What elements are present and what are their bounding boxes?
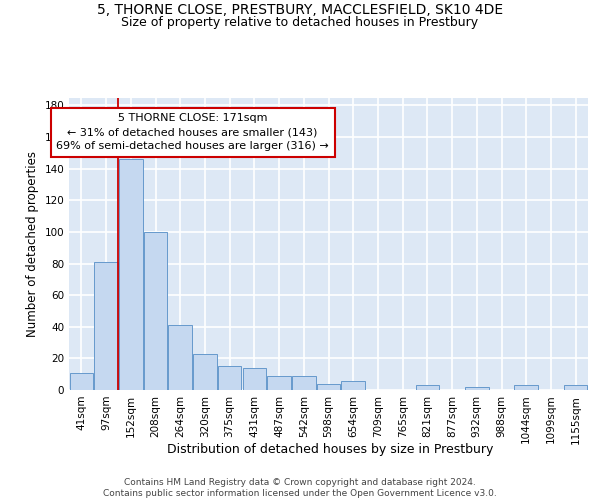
Y-axis label: Number of detached properties: Number of detached properties bbox=[26, 151, 39, 337]
Bar bbox=[242, 368, 266, 390]
Bar bbox=[70, 372, 93, 390]
Text: Size of property relative to detached houses in Prestbury: Size of property relative to detached ho… bbox=[121, 16, 479, 29]
Bar bbox=[119, 159, 143, 390]
Bar bbox=[416, 386, 439, 390]
Bar bbox=[564, 386, 587, 390]
Text: Contains HM Land Registry data © Crown copyright and database right 2024.
Contai: Contains HM Land Registry data © Crown c… bbox=[103, 478, 497, 498]
Text: 5, THORNE CLOSE, PRESTBURY, MACCLESFIELD, SK10 4DE: 5, THORNE CLOSE, PRESTBURY, MACCLESFIELD… bbox=[97, 2, 503, 16]
Bar bbox=[341, 380, 365, 390]
Bar bbox=[514, 386, 538, 390]
Bar bbox=[169, 325, 192, 390]
Bar bbox=[465, 387, 488, 390]
Bar bbox=[268, 376, 291, 390]
Bar bbox=[292, 376, 316, 390]
Text: 5 THORNE CLOSE: 171sqm
← 31% of detached houses are smaller (143)
69% of semi-de: 5 THORNE CLOSE: 171sqm ← 31% of detached… bbox=[56, 114, 329, 152]
Bar bbox=[193, 354, 217, 390]
Bar bbox=[218, 366, 241, 390]
Bar bbox=[144, 232, 167, 390]
Text: Distribution of detached houses by size in Prestbury: Distribution of detached houses by size … bbox=[167, 442, 493, 456]
Bar bbox=[317, 384, 340, 390]
Bar bbox=[94, 262, 118, 390]
